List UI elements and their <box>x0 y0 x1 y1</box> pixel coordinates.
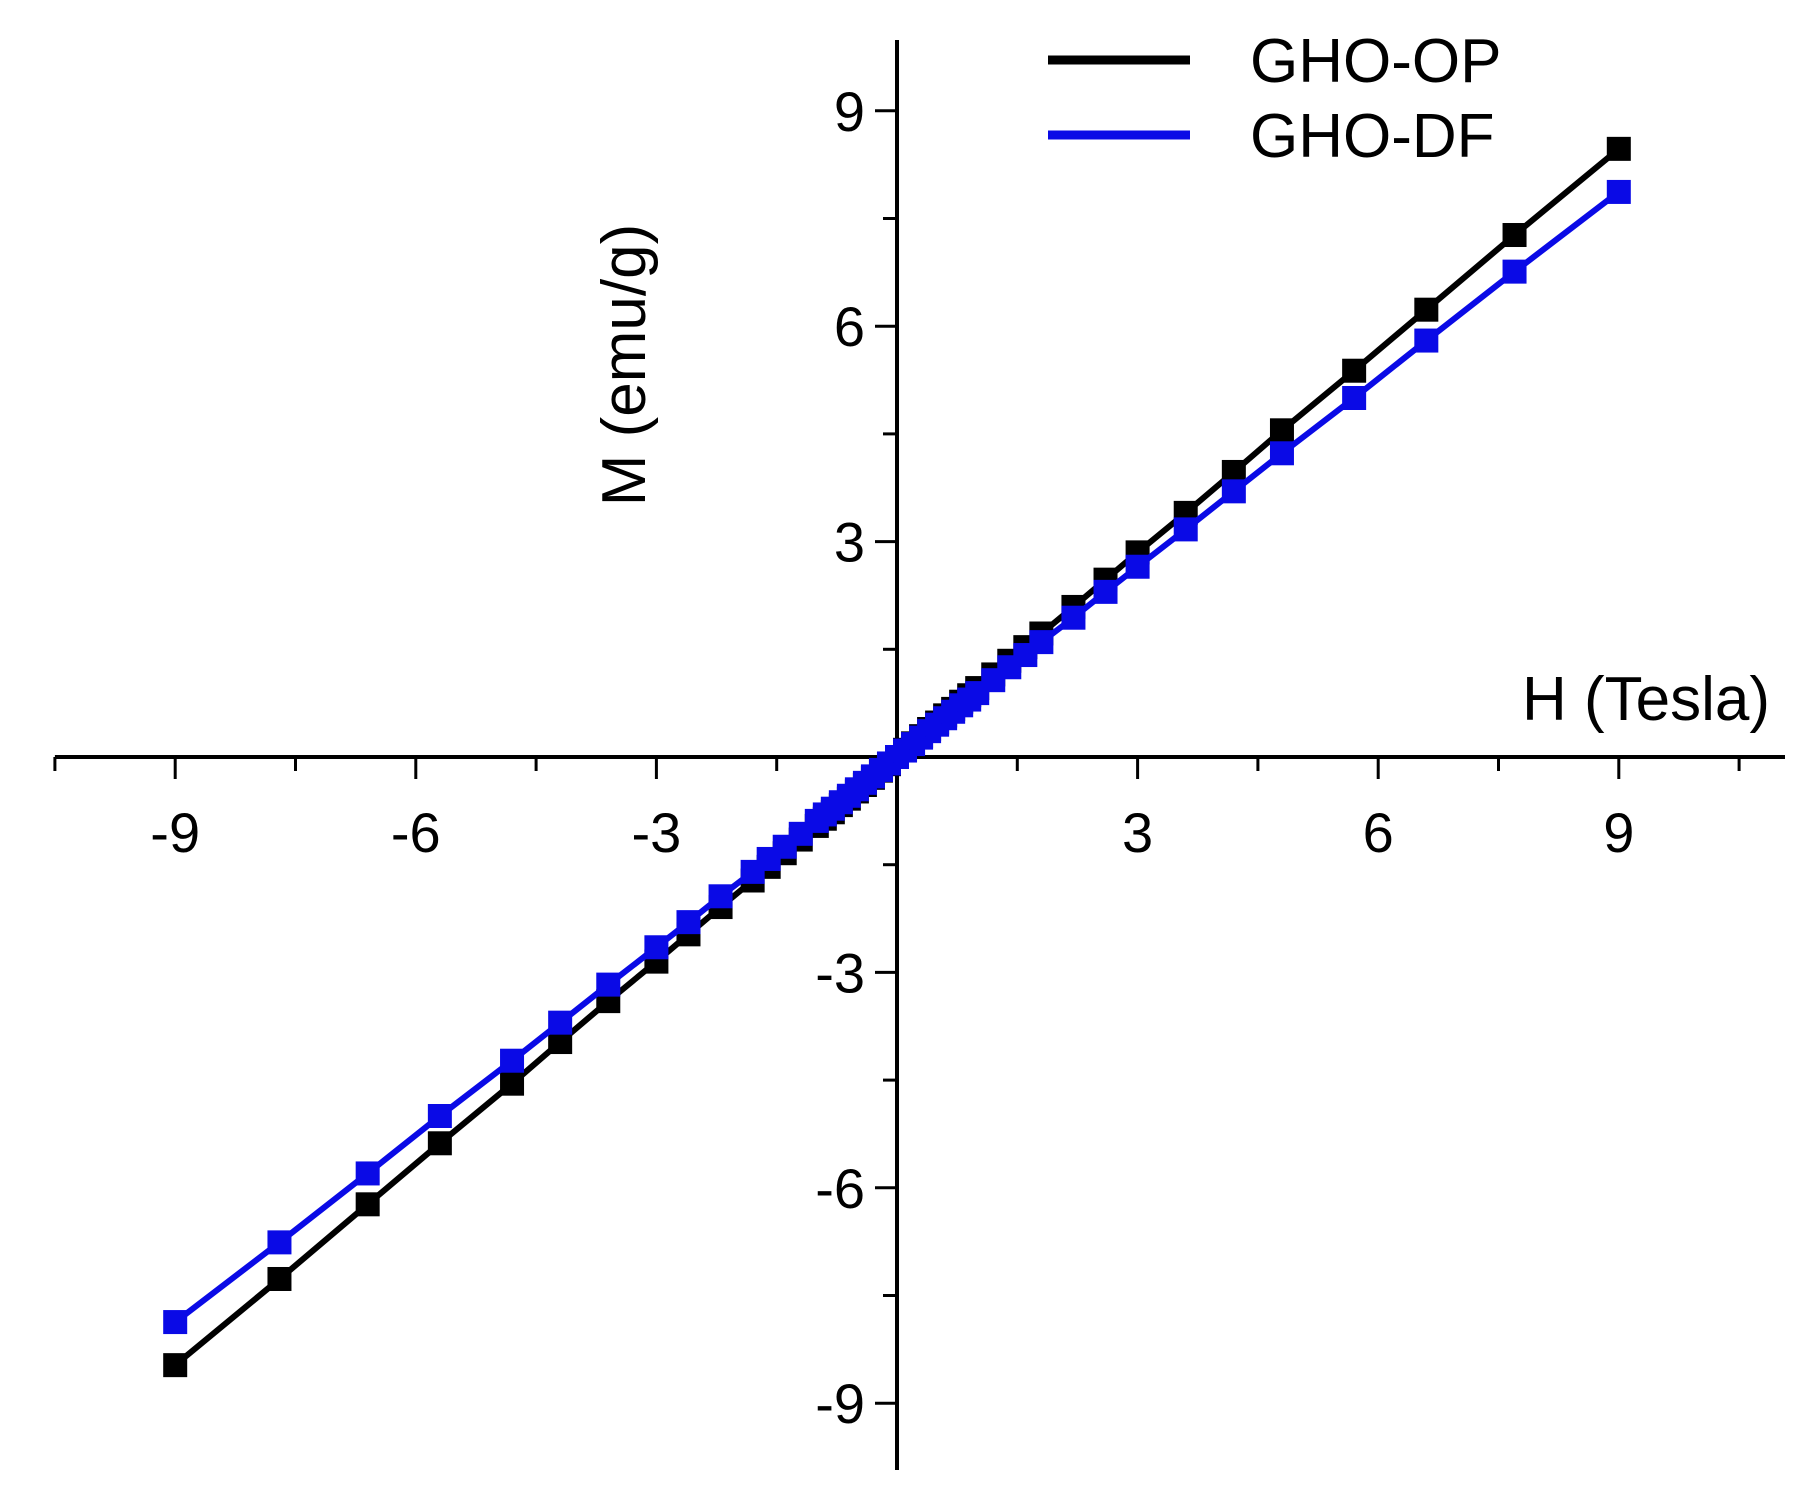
data-point <box>1093 579 1118 604</box>
data-point <box>1502 259 1527 284</box>
data-point <box>355 1192 380 1217</box>
tick-labels: -9 -6 -3 3 6 9 -9 -6 -3 3 6 9 <box>150 80 1634 1435</box>
y-tick-label: -3 <box>815 941 865 1004</box>
x-axis-title: H (Tesla) <box>1522 665 1770 734</box>
data-point <box>1502 223 1527 248</box>
data-point <box>1606 179 1631 204</box>
x-tick-label: 3 <box>1122 801 1153 864</box>
data-point <box>427 1104 452 1128</box>
data-point <box>1221 479 1246 504</box>
data-point <box>1029 630 1054 655</box>
series-GHO-DF <box>163 179 1631 1335</box>
y-tick-label: -6 <box>815 1157 865 1220</box>
data-point <box>676 910 701 935</box>
data-point <box>708 884 733 909</box>
x-tick-label: -3 <box>632 801 682 864</box>
data-point <box>644 935 669 960</box>
data-point <box>548 1010 573 1035</box>
y-tick-label: 9 <box>834 80 865 143</box>
data-point <box>1342 386 1367 410</box>
x-tick-label: -9 <box>150 801 200 864</box>
data-point <box>1414 297 1439 322</box>
data-point <box>1606 136 1631 161</box>
y-axis-title: M (emu/g) <box>590 224 659 506</box>
data-point <box>1269 418 1294 443</box>
data-point <box>267 1266 292 1291</box>
data-point <box>500 1048 525 1073</box>
y-tick-label: 6 <box>834 295 865 358</box>
data-point <box>500 1071 525 1096</box>
data-point <box>1125 554 1150 579</box>
x-tick-label: -6 <box>391 801 441 864</box>
data-point <box>163 1353 188 1378</box>
data-point <box>427 1131 452 1156</box>
data-point <box>596 972 621 997</box>
y-tick-label: 3 <box>834 511 865 574</box>
x-tick-label: 9 <box>1603 801 1634 864</box>
y-tick-label: -9 <box>815 1372 865 1435</box>
data-point <box>355 1161 380 1186</box>
data-point <box>1414 328 1439 353</box>
x-tick-label: 6 <box>1363 801 1394 864</box>
data-point <box>1173 517 1198 542</box>
legend-label: GHO-OP <box>1250 27 1501 96</box>
data-point <box>1342 358 1367 383</box>
data-point <box>163 1310 188 1335</box>
data-point <box>267 1230 292 1255</box>
series-layer <box>163 136 1631 1378</box>
axes <box>53 40 1785 1470</box>
data-point <box>1269 441 1294 466</box>
data-point <box>1061 605 1086 630</box>
legend-label: GHO-DF <box>1250 102 1495 171</box>
